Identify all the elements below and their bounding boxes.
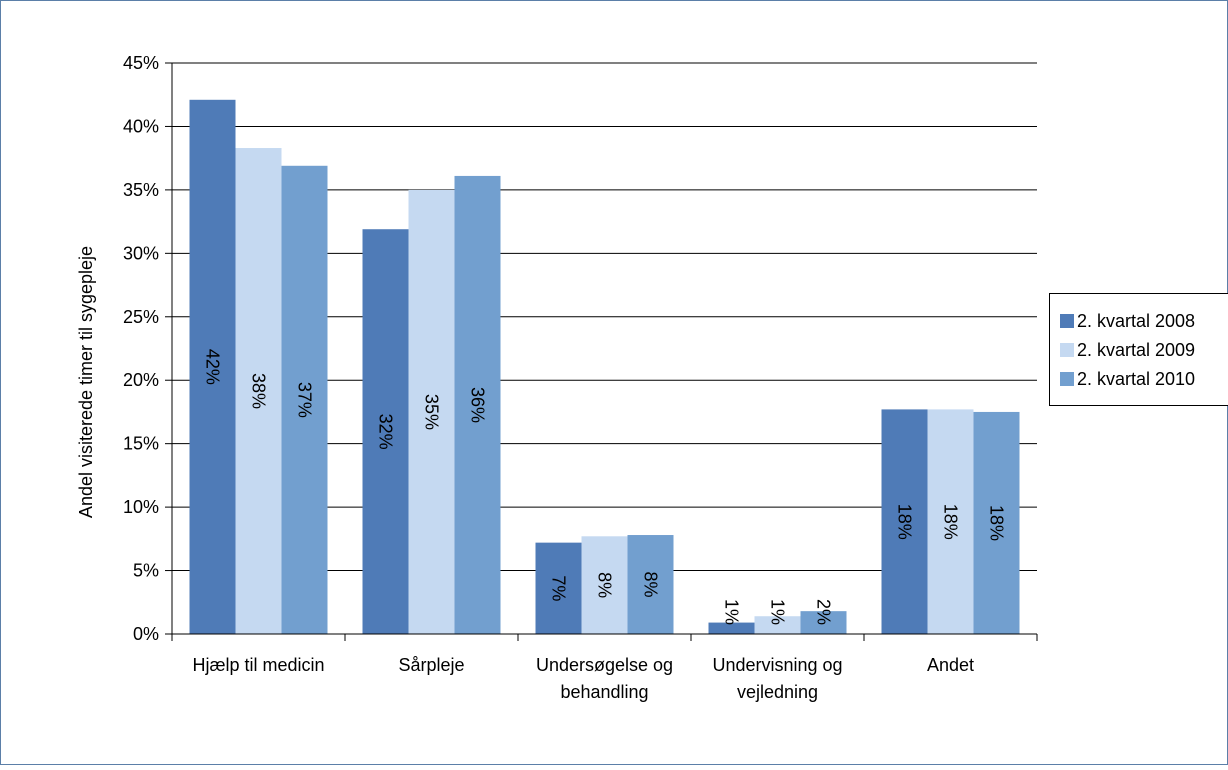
- y-tick-label: 40%: [123, 116, 159, 136]
- bar-data-label: 35%: [422, 394, 442, 430]
- x-category-label: Undervisning og: [712, 655, 842, 675]
- bar-data-label: 7%: [549, 575, 569, 601]
- y-tick-label: 10%: [123, 497, 159, 517]
- legend-label: 2. kvartal 2009: [1077, 340, 1195, 360]
- y-tick-label: 35%: [123, 180, 159, 200]
- x-category-label: Hjælp til medicin: [192, 655, 324, 675]
- legend-label: 2. kvartal 2008: [1077, 311, 1195, 331]
- bar-data-label: 32%: [376, 414, 396, 450]
- y-tick-label: 0%: [133, 624, 159, 644]
- bar-data-label: 1%: [768, 599, 788, 625]
- bar-data-label: 38%: [249, 373, 269, 409]
- bar-data-label: 2%: [814, 599, 834, 625]
- bar-data-label: 42%: [203, 349, 223, 385]
- legend-swatch: [1060, 372, 1074, 386]
- bar-data-label: 37%: [295, 382, 315, 418]
- bar-data-label: 36%: [468, 387, 488, 423]
- x-category-label: Undersøgelse og: [536, 655, 673, 675]
- legend: 2. kvartal 2008 2. kvartal 2009 2. kvartal…: [1050, 294, 1228, 406]
- bar-data-label: 18%: [987, 505, 1007, 541]
- legend-swatch: [1060, 343, 1074, 357]
- legend-label: 2. kvartal 2010: [1077, 369, 1195, 389]
- y-tick-label: 25%: [123, 307, 159, 327]
- y-tick-label: 45%: [123, 53, 159, 73]
- x-category-label: Sårpleje: [398, 655, 464, 675]
- y-axis-title: Andel visiterede timer til sygepleje: [76, 246, 96, 518]
- x-category-label: vejledning: [737, 682, 818, 702]
- x-category-label: behandling: [560, 682, 648, 702]
- bar-data-label: 8%: [595, 572, 615, 598]
- bar-data-label: 1%: [722, 599, 742, 625]
- legend-swatch: [1060, 314, 1074, 328]
- bar-data-label: 18%: [895, 504, 915, 540]
- y-tick-label: 30%: [123, 243, 159, 263]
- bar-data-label: 18%: [941, 504, 961, 540]
- y-tick-label: 20%: [123, 370, 159, 390]
- bar-data-label: 8%: [641, 572, 661, 598]
- y-tick-label: 15%: [123, 434, 159, 454]
- x-category-label: Andet: [927, 655, 974, 675]
- y-tick-label: 5%: [133, 561, 159, 581]
